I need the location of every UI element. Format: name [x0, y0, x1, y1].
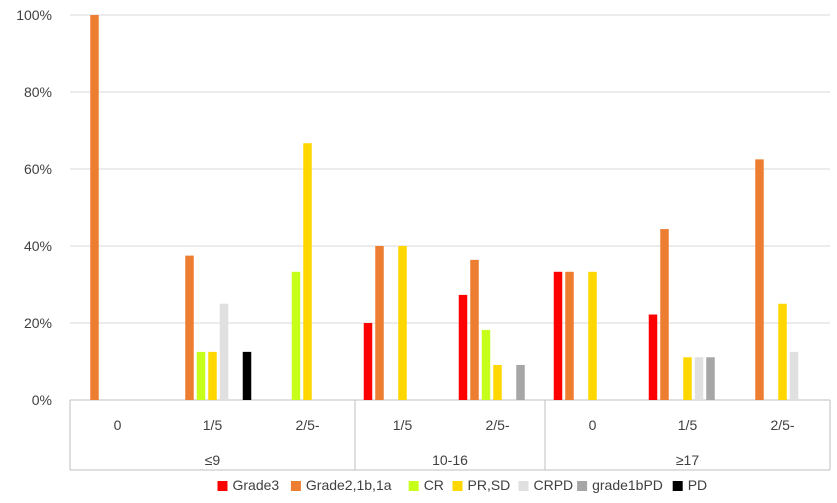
x-tick-label: 0 [114, 417, 122, 433]
x-tick-label: 2/5- [485, 417, 509, 433]
bar-grade2-1b-1a [470, 259, 479, 400]
bar-grade3 [458, 294, 468, 400]
x-tick-label: 2/5- [770, 417, 794, 433]
legend-item: CRPD [518, 477, 574, 493]
x-tick-label: 1/5 [203, 417, 223, 433]
bar-pr-sd [588, 271, 597, 400]
legend-swatch [518, 481, 529, 491]
legend-swatch [452, 481, 463, 491]
legend-label: Grade3 [233, 477, 280, 493]
bar-grade2-1b-1a [375, 246, 384, 400]
y-tick-label: 80% [24, 84, 52, 100]
group-label: ≤9 [205, 452, 221, 468]
bar-grade3 [363, 323, 373, 400]
bar-grade2-1b-1a [755, 159, 764, 400]
bar-cr [196, 351, 206, 400]
legend-label: CR [424, 477, 444, 493]
bar-grade1bpd [516, 364, 525, 400]
legend-swatch [577, 481, 588, 491]
legend-item: PD [672, 477, 707, 493]
bar-pr-sd [208, 351, 217, 400]
bar-pr-sd [683, 357, 692, 400]
bar-grade1bpd [706, 357, 715, 400]
y-tick-label: 20% [24, 315, 52, 331]
y-tick-label: 100% [16, 7, 52, 23]
group-label: 10-16 [432, 452, 468, 468]
bar-grade2-1b-1a [565, 271, 574, 400]
bar-crpd [694, 357, 704, 400]
bar-cr [291, 271, 301, 400]
legend-swatch [217, 481, 228, 491]
bar-grade2-1b-1a [660, 229, 669, 400]
legend: Grade3 Grade2,1b,1a CR PR,SD CRPD grade1bPD PD [217, 477, 707, 493]
bar-pr-sd [303, 143, 312, 400]
bar-grade2-1b-1a [90, 15, 99, 400]
group-label: ≥17 [676, 452, 699, 468]
legend-label: CRPD [534, 477, 574, 493]
y-tick-label: 40% [24, 238, 52, 254]
bar-grade3 [553, 271, 563, 400]
bar-pd [242, 351, 252, 400]
bar-grade3 [648, 314, 658, 400]
legend-label: grade1bPD [592, 477, 663, 493]
legend-item: PR,SD [452, 477, 511, 493]
legend-swatch [672, 481, 683, 491]
bar-cr [481, 329, 491, 400]
legend-item: grade1bPD [577, 477, 663, 493]
legend-label: Grade2,1b,1a [306, 477, 392, 493]
bar-pr-sd [778, 303, 787, 400]
x-tick-label: 0 [589, 417, 597, 433]
legend-label: PD [688, 477, 707, 493]
legend-item: Grade2,1b,1a [290, 477, 392, 493]
legend-label: PR,SD [468, 477, 511, 493]
legend-item: CR [408, 477, 444, 493]
legend-swatch [408, 481, 419, 491]
y-tick-label: 60% [24, 161, 52, 177]
bar-crpd [219, 303, 229, 400]
legend-item: Grade3 [217, 477, 280, 493]
y-tick-label: 0% [32, 392, 52, 408]
bar-grade2-1b-1a [185, 255, 194, 400]
x-tick-label: 1/5 [678, 417, 698, 433]
bar-pr-sd [398, 246, 407, 400]
legend-swatch [290, 481, 301, 491]
x-tick-label: 1/5 [393, 417, 413, 433]
bar-pr-sd [493, 364, 502, 400]
bar-crpd [789, 351, 799, 400]
x-tick-label: 2/5- [295, 417, 319, 433]
